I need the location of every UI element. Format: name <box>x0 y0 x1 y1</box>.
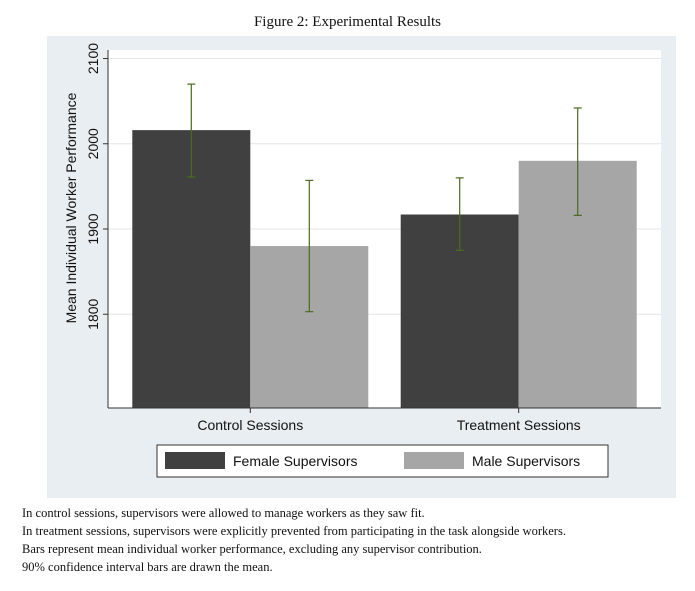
y-axis-label: Mean Individual Worker Performance <box>63 92 79 323</box>
note-line: In control sessions, supervisors were al… <box>22 506 425 520</box>
legend-label-male: Male Supervisors <box>472 453 580 469</box>
y-tick-label: 1800 <box>85 298 101 329</box>
note-line: In treatment sessions, supervisors were … <box>22 524 566 538</box>
note-line: Bars represent mean individual worker pe… <box>22 542 482 556</box>
legend-swatch-male <box>404 452 464 469</box>
error-bars <box>187 83 582 313</box>
figure-title: Figure 2: Experimental Results <box>253 14 442 30</box>
figure-notes: In control sessions, supervisors were al… <box>22 504 682 576</box>
legend: Female Supervisors Male Supervisors <box>156 444 609 478</box>
x-tick-label: Treatment Sessions <box>457 417 581 433</box>
y-tick-label: 1900 <box>85 213 101 244</box>
y-tick-label: 2000 <box>85 128 101 159</box>
x-tick-label: Control Sessions <box>197 417 303 433</box>
note-line: 90% confidence interval bars are drawn t… <box>22 560 273 574</box>
legend-box <box>156 444 609 478</box>
legend-label-female: Female Supervisors <box>233 453 358 469</box>
x-ticks: Control Sessions Treatment Sessions <box>197 408 581 433</box>
y-ticks: 1800 1900 2000 2100 <box>85 43 108 330</box>
legend-swatch-female <box>165 452 225 469</box>
y-tick-label: 2100 <box>85 43 101 74</box>
bar-chart: 1800 1900 2000 2100 Control Sessions Treatme… <box>47 36 676 498</box>
